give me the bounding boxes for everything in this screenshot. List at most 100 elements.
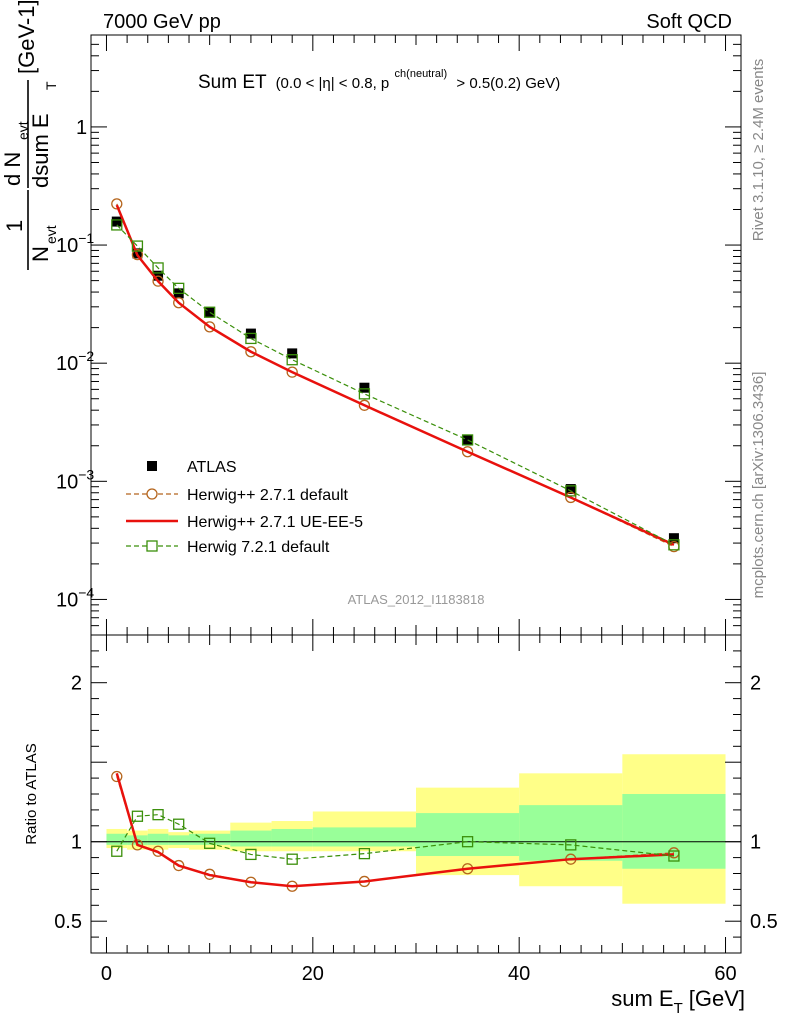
legend: ATLAS Herwig++ 2.7.1 default Herwig++ 2.7.… bbox=[126, 459, 363, 556]
ratio-point-herwig7-default bbox=[245, 848, 257, 861]
ratio-point-herwig7-default bbox=[173, 818, 185, 830]
ratio-point-herwig7-default bbox=[131, 810, 144, 822]
data-point-herwig7-default bbox=[668, 539, 680, 551]
ratio-point-herwig7-default bbox=[111, 845, 123, 857]
data-point-atlas bbox=[462, 434, 473, 445]
data-point-herwig7-default bbox=[358, 388, 371, 400]
y-tick-label-exp: −4 bbox=[78, 584, 94, 600]
ratio-point-herwig7-default bbox=[565, 839, 577, 851]
data-point-herwigpp-default bbox=[245, 346, 257, 358]
data-point-atlas bbox=[668, 533, 679, 544]
data-point-atlas bbox=[565, 484, 576, 495]
uncertainty-band-inner bbox=[106, 833, 128, 845]
ratio-y-tick-label: 0.5 bbox=[54, 911, 82, 933]
data-point-herwig7-default bbox=[245, 332, 257, 345]
legend-marker-atlas bbox=[147, 461, 157, 471]
x-axis-label-sub: T bbox=[674, 1000, 683, 1017]
analysis-id-label: ATLAS_2012_I1183818 bbox=[348, 592, 485, 607]
data-point-herwig7-default bbox=[286, 354, 298, 366]
ratio-point-herwig7-default bbox=[204, 837, 216, 849]
plot-title-sub-b: > 0.5(0.2) GeV) bbox=[456, 75, 560, 92]
ylabel-dN: d N bbox=[0, 152, 25, 186]
legend-label-2: Herwig++ 2.7.1 UE-EE-5 bbox=[187, 514, 363, 531]
uncertainty-band-inner bbox=[168, 835, 190, 845]
series-line-3 bbox=[116, 224, 675, 546]
ylabel-unit: [GeV-1] bbox=[14, 0, 39, 74]
data-point-atlas bbox=[111, 216, 122, 227]
data-point-herwig7-default bbox=[204, 306, 216, 318]
rivet-info-label: Rivet 3.1.10, ≥ 2.4M events bbox=[750, 59, 767, 242]
data-point-herwig7-default bbox=[131, 240, 144, 252]
y-tick-label: 10−1 bbox=[56, 230, 94, 257]
ratio-point-herwig7-default bbox=[358, 847, 371, 860]
data-point-herwigpp-default bbox=[286, 366, 298, 378]
uncertainty-band-inner bbox=[189, 833, 231, 845]
x-tick-label: 0 bbox=[101, 963, 112, 985]
y-tick-label-base: 10 bbox=[56, 471, 78, 493]
plot-title: Sum ET (0.0 < |η| < 0.8, p ch(neutral) >… bbox=[198, 61, 560, 93]
y-tick-label: 1 bbox=[76, 117, 87, 139]
ratio-point-herwig7-default bbox=[152, 809, 164, 821]
source-info-label: mcplots.cern.ch [arXiv:1306.3436] bbox=[750, 372, 767, 599]
uncertainty-band-inner bbox=[147, 833, 169, 845]
x-tick-label: 20 bbox=[302, 963, 324, 985]
ratio-y-tick-label: 1 bbox=[71, 832, 82, 854]
ratio-y-tick-label-right: 0.5 bbox=[750, 911, 778, 933]
data-point-herwig7-default bbox=[565, 485, 577, 497]
legend-marker-herwig7-default bbox=[146, 540, 158, 552]
main-y-axis-label: 1 bbox=[16, 443, 41, 455]
plot-title-sup: ch(neutral) bbox=[395, 68, 448, 80]
data-point-herwig7-default bbox=[111, 219, 123, 231]
data-point-herwig7-default bbox=[152, 262, 164, 274]
x-axis-label: sum ET [GeV] bbox=[611, 986, 745, 1017]
y-tick-label: 10−3 bbox=[56, 466, 94, 493]
uncertainty-band-inner bbox=[312, 827, 416, 847]
ylabel-one: 1 bbox=[2, 220, 27, 232]
ratio-line-1 bbox=[115, 772, 674, 888]
y-tick-label-exp: −3 bbox=[78, 466, 94, 482]
legend-marker-herwigpp-default bbox=[146, 488, 158, 500]
main-plot-panel: 10−410−310−210−11 Sum ET (0.0 < |η| < 0.… bbox=[0, 0, 742, 636]
data-point-herwigpp-default bbox=[111, 198, 123, 210]
ylabel-dsumE: dsum E bbox=[28, 113, 53, 188]
data-point-herwigpp-default bbox=[461, 446, 474, 458]
header-energy-label: 7000 GeV pp bbox=[103, 11, 221, 33]
ratio-point-herwigpp-default bbox=[111, 770, 123, 783]
data-point-atlas bbox=[287, 348, 298, 359]
data-point-herwigpp-default bbox=[565, 491, 577, 504]
data-point-herwigpp-default bbox=[358, 399, 371, 411]
ylabel-dN-sub: evt bbox=[15, 121, 31, 140]
data-point-atlas bbox=[359, 382, 370, 393]
x-axis-label-main: sum E bbox=[611, 986, 673, 1011]
legend-label-0: ATLAS bbox=[187, 459, 237, 476]
series-line-2 bbox=[115, 204, 675, 546]
plot-title-sub-a: (0.0 < |η| < 0.8, p bbox=[276, 75, 390, 92]
ylabel-dsumE-sub: T bbox=[43, 81, 59, 90]
y-tick-label: 10−2 bbox=[56, 348, 94, 375]
uncertainty-band-inner bbox=[519, 805, 623, 861]
data-point-herwig7-default bbox=[173, 282, 185, 294]
data-point-herwigpp-default bbox=[173, 297, 185, 309]
y-tick-label-base: 1 bbox=[76, 117, 87, 139]
y-tick-label-base: 10 bbox=[56, 589, 78, 611]
legend-label-3: Herwig 7.2.1 default bbox=[187, 539, 330, 556]
data-point-atlas bbox=[204, 307, 215, 318]
legend-label-1: Herwig++ 2.7.1 default bbox=[187, 487, 349, 504]
data-point-herwigpp-default bbox=[131, 248, 144, 261]
ratio-y-tick-label-right: 1 bbox=[750, 832, 761, 854]
y-tick-label-exp: −1 bbox=[78, 230, 94, 246]
x-tick-label: 40 bbox=[508, 963, 530, 985]
data-point-herwigpp-default bbox=[152, 275, 164, 287]
ratio-y-axis-label: Ratio to ATLAS bbox=[23, 743, 40, 844]
ratio-line-2 bbox=[116, 814, 675, 860]
ratio-point-herwig7-default bbox=[668, 850, 680, 862]
ratio-point-herwigpp-default bbox=[173, 859, 185, 872]
x-tick-label: 60 bbox=[714, 963, 736, 985]
uncertainty-band-inner bbox=[271, 828, 313, 847]
ratio-y-tick-label-right: 2 bbox=[750, 673, 761, 695]
y-tick-label-exp: −2 bbox=[78, 348, 94, 364]
ylabel-N: N bbox=[28, 246, 53, 262]
